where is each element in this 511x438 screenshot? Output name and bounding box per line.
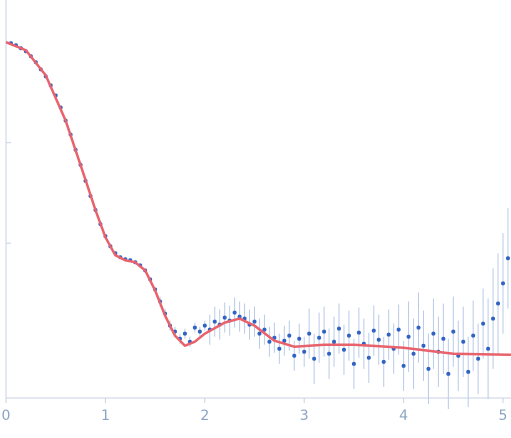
data-point: [471, 333, 476, 338]
data-point: [481, 321, 486, 326]
data-point: [351, 361, 356, 366]
data-point: [232, 310, 237, 315]
data-point: [501, 281, 505, 286]
x-tick-label: 4: [399, 408, 408, 424]
data-point: [197, 329, 202, 334]
fit-line: [5, 41, 511, 357]
data-point: [381, 359, 386, 364]
data-point: [346, 333, 351, 338]
data-point: [461, 339, 466, 344]
data-point: [302, 349, 307, 354]
data-point: [252, 319, 257, 324]
data-point: [476, 356, 481, 361]
data-point: [262, 327, 267, 332]
x-tick-label: 0: [2, 408, 11, 424]
data-point: [307, 331, 312, 336]
data-point: [297, 336, 302, 341]
data-point: [292, 353, 297, 358]
data-point: [491, 316, 496, 321]
data-point: [466, 369, 471, 374]
data-point: [356, 330, 361, 335]
x-tick-label: 1: [101, 408, 110, 424]
data-point: [376, 337, 381, 342]
data-point: [287, 333, 292, 338]
data-point: [446, 371, 451, 376]
data-point: [182, 331, 187, 336]
data-point: [366, 355, 371, 360]
data-point: [341, 347, 346, 352]
data-point: [386, 332, 391, 337]
x-tick-label: 3: [300, 408, 309, 424]
x-tick-label: 5: [499, 408, 508, 424]
data-point: [317, 335, 322, 340]
data-point: [277, 346, 282, 351]
data-point: [222, 315, 227, 320]
data-point: [202, 323, 207, 328]
data-point: [371, 328, 376, 333]
data-point: [257, 331, 262, 336]
data-point: [312, 356, 317, 361]
x-tick-label: 2: [200, 408, 209, 424]
data-point: [421, 343, 426, 348]
data-point: [441, 336, 446, 341]
data-point: [267, 339, 272, 344]
data-point: [406, 334, 411, 339]
data-point: [212, 319, 217, 324]
data-point: [332, 339, 337, 344]
data-point: [431, 331, 436, 336]
data-point: [451, 329, 456, 334]
data-point: [416, 325, 421, 330]
data-point: [336, 326, 341, 331]
data-point: [486, 346, 491, 351]
data-point: [426, 366, 431, 371]
data-point: [282, 338, 287, 343]
data-point: [496, 301, 501, 306]
data-point: [192, 325, 197, 330]
data-point: [327, 351, 332, 356]
data-point: [396, 327, 401, 332]
data-point: [505, 256, 510, 261]
data-point: [322, 329, 327, 334]
data-point: [411, 351, 416, 356]
data-point: [401, 363, 406, 368]
